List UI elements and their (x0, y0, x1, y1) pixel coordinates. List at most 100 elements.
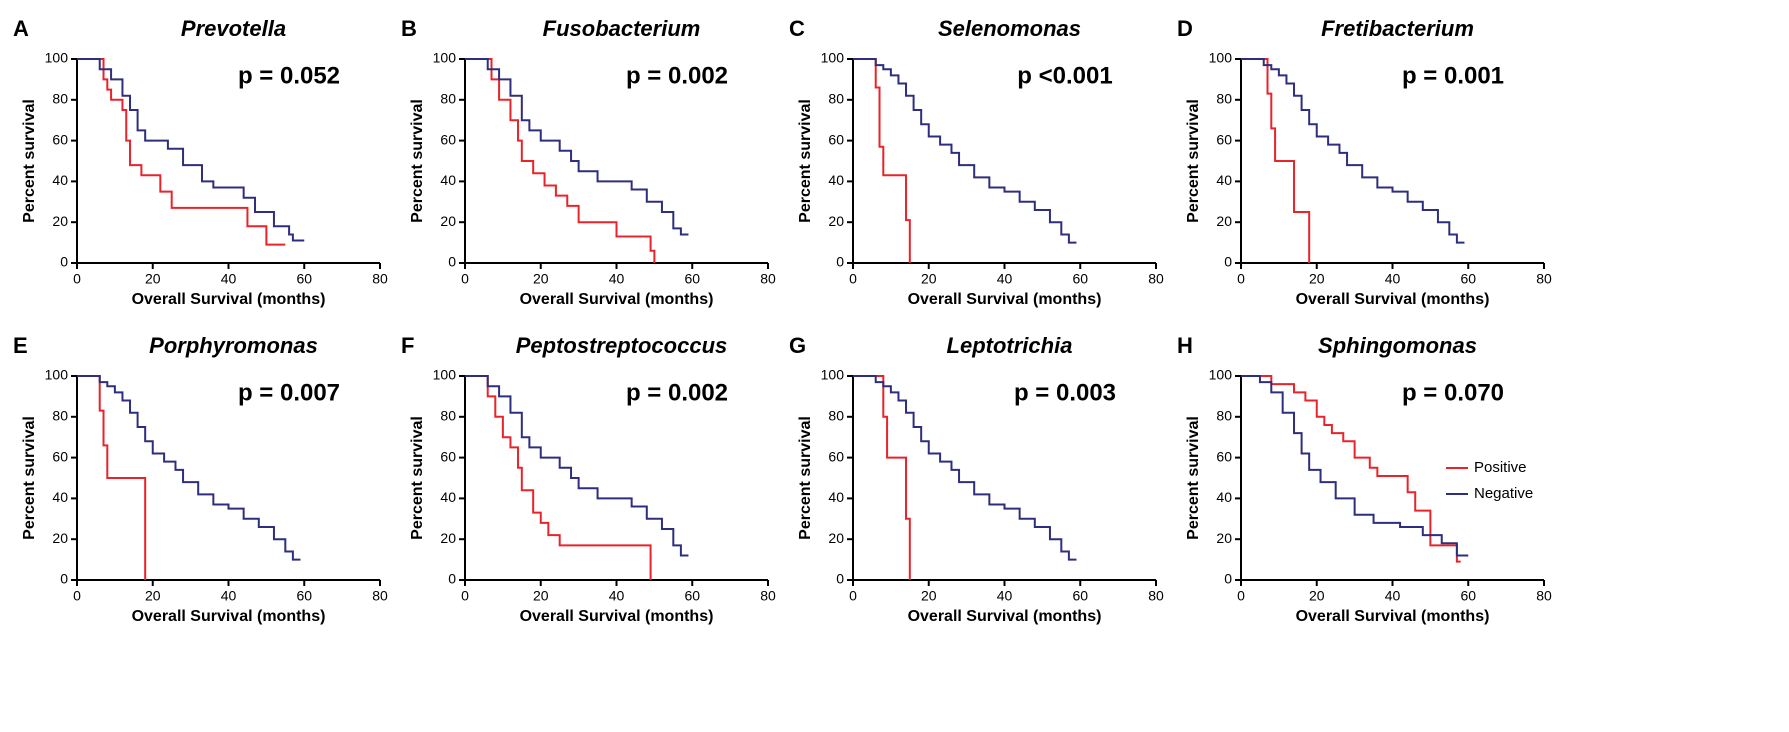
y-tick-label: 20 (52, 213, 68, 229)
x-tick-label: 0 (73, 588, 81, 604)
x-axis-label: Overall Survival (months) (520, 608, 714, 625)
y-tick-label: 40 (828, 489, 844, 505)
p-value: p = 0.007 (238, 379, 340, 406)
x-tick-label: 80 (1536, 271, 1552, 287)
y-tick-label: 60 (52, 448, 68, 464)
y-tick-label: 0 (836, 571, 844, 587)
x-tick-label: 60 (684, 271, 700, 287)
p-value: p = 0.002 (626, 379, 728, 406)
panel-title: Porphyromonas (149, 333, 318, 358)
x-tick-label: 0 (461, 271, 469, 287)
y-tick-label: 20 (440, 530, 456, 546)
x-tick-label: 80 (1148, 588, 1164, 604)
survival-curve (853, 375, 1077, 561)
x-tick-label: 40 (609, 588, 625, 604)
x-tick-label: 60 (1460, 588, 1476, 604)
x-tick-label: 40 (997, 271, 1013, 287)
y-axis-label: Percent survival (1185, 416, 1202, 540)
x-tick-label: 80 (760, 271, 776, 287)
legend-label: Positive (1474, 459, 1527, 476)
y-axis-label: Percent survival (21, 416, 38, 540)
y-tick-label: 40 (440, 172, 456, 188)
y-axis-label: Percent survival (797, 99, 814, 223)
y-tick-label: 20 (828, 530, 844, 546)
x-tick-label: 80 (1536, 588, 1552, 604)
p-value: p = 0.001 (1402, 62, 1504, 89)
x-tick-label: 20 (145, 271, 161, 287)
x-tick-label: 0 (73, 271, 81, 287)
x-tick-label: 20 (921, 271, 937, 287)
y-tick-label: 0 (1224, 571, 1232, 587)
x-tick-label: 60 (1072, 271, 1088, 287)
survival-curve (77, 375, 147, 580)
y-tick-label: 60 (1216, 448, 1232, 464)
survival-curve (1241, 58, 1311, 263)
x-tick-label: 0 (849, 588, 857, 604)
x-axis-label: Overall Survival (months) (1296, 291, 1490, 308)
panel-letter: H (1177, 333, 1193, 358)
y-tick-label: 40 (52, 489, 68, 505)
y-tick-label: 80 (440, 91, 456, 107)
p-value: p = 0.003 (1014, 379, 1116, 406)
y-tick-label: 0 (60, 254, 68, 270)
y-tick-label: 100 (1209, 367, 1233, 383)
x-axis-label: Overall Survival (months) (908, 608, 1102, 625)
panel-title: Prevotella (181, 16, 286, 41)
x-tick-label: 40 (221, 271, 237, 287)
survival-curve (465, 375, 652, 580)
y-tick-label: 100 (45, 50, 69, 66)
panel-letter: D (1177, 16, 1193, 41)
panel-letter: A (13, 16, 29, 41)
p-value: p = 0.070 (1402, 379, 1504, 406)
y-tick-label: 60 (828, 131, 844, 147)
panel-letter: G (789, 333, 806, 358)
y-tick-label: 40 (52, 172, 68, 188)
y-tick-label: 80 (52, 408, 68, 424)
survival-curve (465, 58, 689, 236)
x-tick-label: 40 (1385, 588, 1401, 604)
y-tick-label: 80 (828, 91, 844, 107)
panel-letter: F (401, 333, 414, 358)
y-tick-label: 60 (440, 448, 456, 464)
y-axis-label: Percent survival (797, 416, 814, 540)
survival-curve (77, 58, 305, 242)
x-tick-label: 20 (145, 588, 161, 604)
panel-title: Peptostreptococcus (516, 333, 728, 358)
y-tick-label: 0 (448, 254, 456, 270)
x-tick-label: 20 (533, 271, 549, 287)
x-axis-label: Overall Survival (months) (132, 608, 326, 625)
legend-label: Negative (1474, 485, 1533, 502)
x-tick-label: 80 (760, 588, 776, 604)
survival-curve (1241, 375, 1461, 563)
y-tick-label: 20 (1216, 530, 1232, 546)
panel-letter: E (13, 333, 28, 358)
y-tick-label: 100 (821, 50, 845, 66)
x-tick-label: 20 (1309, 271, 1325, 287)
x-tick-label: 20 (533, 588, 549, 604)
y-tick-label: 80 (1216, 91, 1232, 107)
x-tick-label: 40 (609, 271, 625, 287)
x-tick-label: 60 (1072, 588, 1088, 604)
y-tick-label: 20 (440, 213, 456, 229)
y-tick-label: 40 (828, 172, 844, 188)
p-value: p = 0.002 (626, 62, 728, 89)
x-tick-label: 80 (372, 588, 388, 604)
x-tick-label: 0 (1237, 271, 1245, 287)
panel-letter: B (401, 16, 417, 41)
p-value: p <0.001 (1017, 62, 1112, 89)
y-axis-label: Percent survival (409, 416, 426, 540)
survival-curve (465, 375, 689, 557)
x-axis-label: Overall Survival (months) (908, 291, 1102, 308)
x-tick-label: 40 (221, 588, 237, 604)
x-tick-label: 0 (849, 271, 857, 287)
survival-curve (1241, 375, 1469, 557)
x-tick-label: 40 (1385, 271, 1401, 287)
x-axis-label: Overall Survival (months) (132, 291, 326, 308)
y-tick-label: 0 (60, 571, 68, 587)
panel-title: Selenomonas (938, 16, 1081, 41)
y-tick-label: 20 (52, 530, 68, 546)
panel-letter: C (789, 16, 805, 41)
y-tick-label: 100 (1209, 50, 1233, 66)
y-tick-label: 80 (52, 91, 68, 107)
